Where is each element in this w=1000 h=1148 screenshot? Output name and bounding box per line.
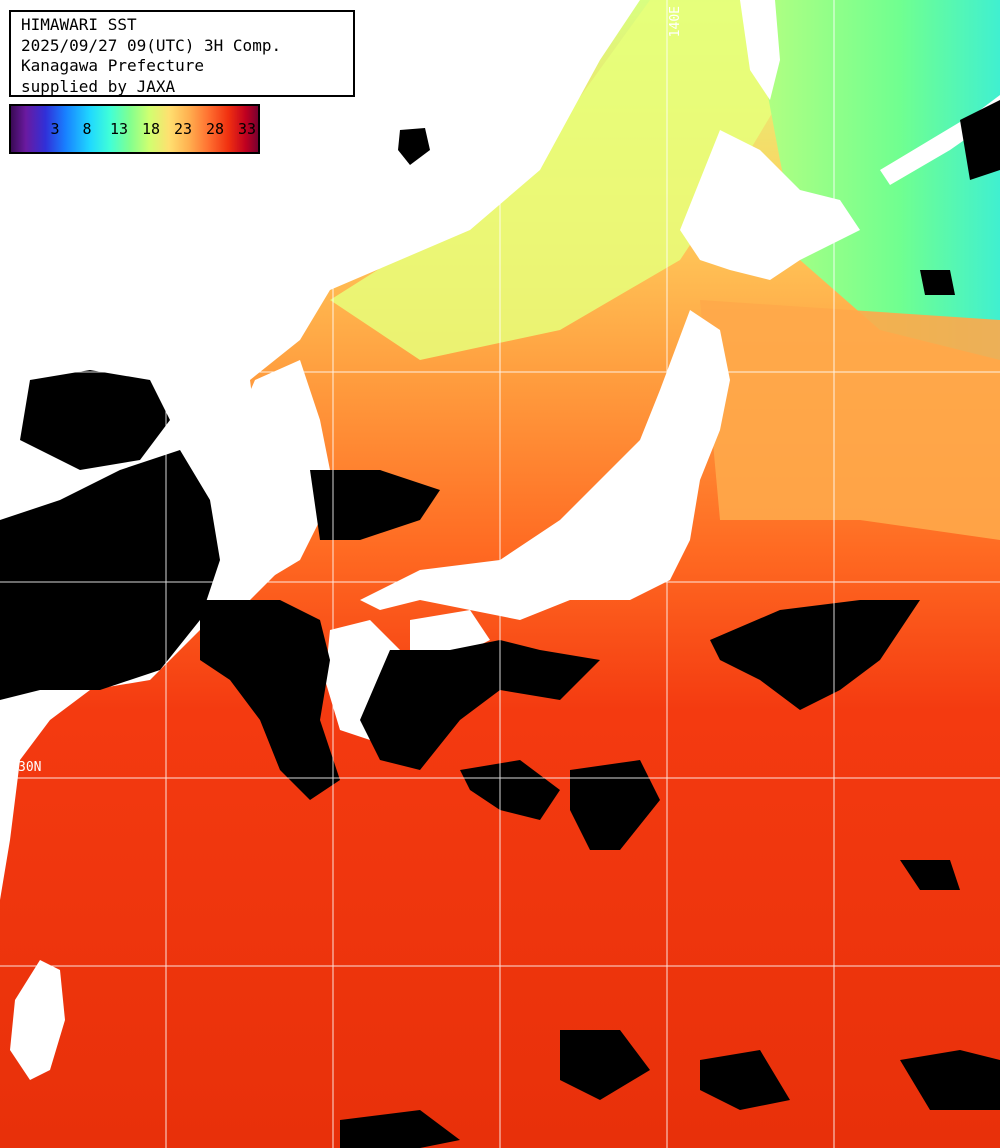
legend-tick: 28 xyxy=(205,120,225,138)
info-box: HIMAWARI SST 2025/09/27 09(UTC) 3H Comp.… xyxy=(9,10,355,97)
legend-ticks: 3 8 13 18 23 28 33 xyxy=(39,120,263,138)
cloud-yellow-sea xyxy=(0,450,220,700)
land-honshu xyxy=(360,310,730,620)
cloud-south-2 xyxy=(700,1050,790,1110)
longitude-label-140e: 140E xyxy=(668,6,683,38)
land-asia xyxy=(0,0,640,900)
cloud-south-1 xyxy=(560,1030,650,1100)
cloud-bohai xyxy=(20,370,170,470)
color-scale-legend: 3 8 13 18 23 28 33 xyxy=(9,104,260,154)
info-source: supplied by JAXA xyxy=(21,76,176,96)
latitude-label-30n: 30N xyxy=(18,760,42,775)
cloud-kuril xyxy=(960,100,1000,180)
cloud-hokkaido xyxy=(920,270,955,295)
cloud-east-china-sea xyxy=(200,600,340,800)
legend-tick: 33 xyxy=(237,120,257,138)
cloud-japan-sea xyxy=(310,470,440,540)
cloud-east-2 xyxy=(900,860,960,890)
cloud-pacific-east xyxy=(710,600,920,710)
info-date: 2025/09/27 09(UTC) 3H Comp. xyxy=(21,35,282,55)
cloud-south-3 xyxy=(900,1050,1000,1110)
latitude-label-40n: 40N xyxy=(14,353,38,368)
pacific-mid xyxy=(700,300,1000,540)
land-hokkaido xyxy=(680,130,860,280)
cloud-south-kyushu xyxy=(360,640,600,770)
legend-tick: 3 xyxy=(50,120,60,138)
legend-tick: 23 xyxy=(173,120,193,138)
legend-tick: 13 xyxy=(109,120,129,138)
cloud-central-2 xyxy=(570,760,660,850)
land-korea xyxy=(220,360,330,590)
info-title: HIMAWARI SST xyxy=(21,15,137,34)
cloud-south-4 xyxy=(340,1110,460,1148)
cloud-oki xyxy=(398,128,430,165)
info-prefecture: Kanagawa Prefecture xyxy=(21,56,205,75)
legend-tick: 8 xyxy=(82,120,92,138)
legend-tick: 18 xyxy=(141,120,161,138)
cloud-central xyxy=(460,760,560,820)
land-taiwan xyxy=(10,960,65,1080)
land-sakhalin xyxy=(740,0,780,100)
